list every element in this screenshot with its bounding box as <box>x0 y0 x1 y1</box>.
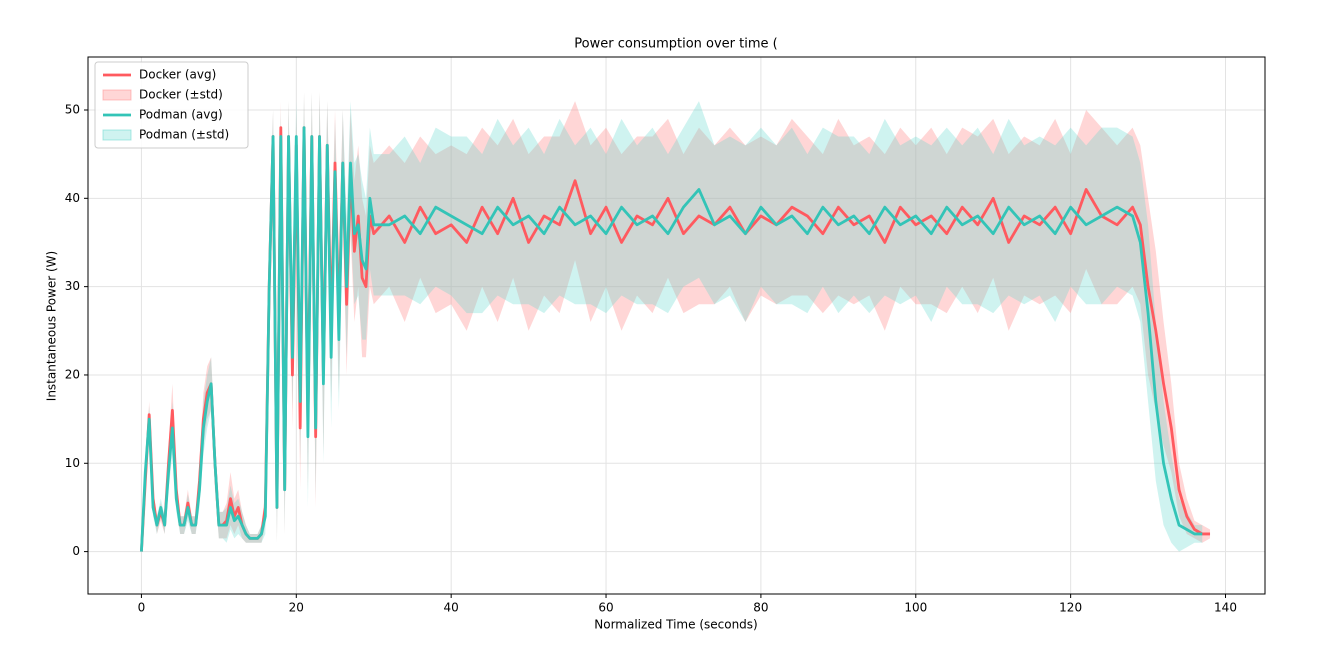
y-tick-label: 20 <box>65 367 80 381</box>
chart-title: Power consumption over time ( <box>574 37 777 52</box>
legend-label: Docker (avg) <box>139 68 216 82</box>
y-tick-label: 10 <box>65 456 80 470</box>
legend-box <box>94 61 249 149</box>
legend-swatch <box>102 129 132 141</box>
legend-label: Docker (±std) <box>139 88 223 102</box>
plot-area <box>140 92 1211 552</box>
y-axis-label: Instantaneous Power (W) <box>45 251 59 401</box>
x-tick-label: 80 <box>753 601 768 615</box>
std-band <box>141 92 1203 552</box>
legend-label: Podman (avg) <box>139 108 223 122</box>
legend-swatch <box>102 89 132 101</box>
y-tick-label: 40 <box>65 191 80 205</box>
y-tick-label: 50 <box>65 102 80 116</box>
y-tick-label: 30 <box>65 279 80 293</box>
x-tick-label: 40 <box>444 601 459 615</box>
x-tick-label: 100 <box>904 601 927 615</box>
x-tick-label: 120 <box>1059 601 1082 615</box>
x-tick-label: 140 <box>1214 601 1237 615</box>
y-tick-label: 0 <box>72 544 80 558</box>
x-tick-label: 60 <box>598 601 613 615</box>
plot-frame <box>87 56 1266 595</box>
std-band <box>141 92 1211 552</box>
x-axis-label: Normalized Time (seconds) <box>594 618 757 632</box>
x-tick-label: 20 <box>289 601 304 615</box>
x-tick-label: 0 <box>138 601 146 615</box>
series-line <box>140 126 1203 552</box>
legend-label: Podman (±std) <box>139 128 229 142</box>
